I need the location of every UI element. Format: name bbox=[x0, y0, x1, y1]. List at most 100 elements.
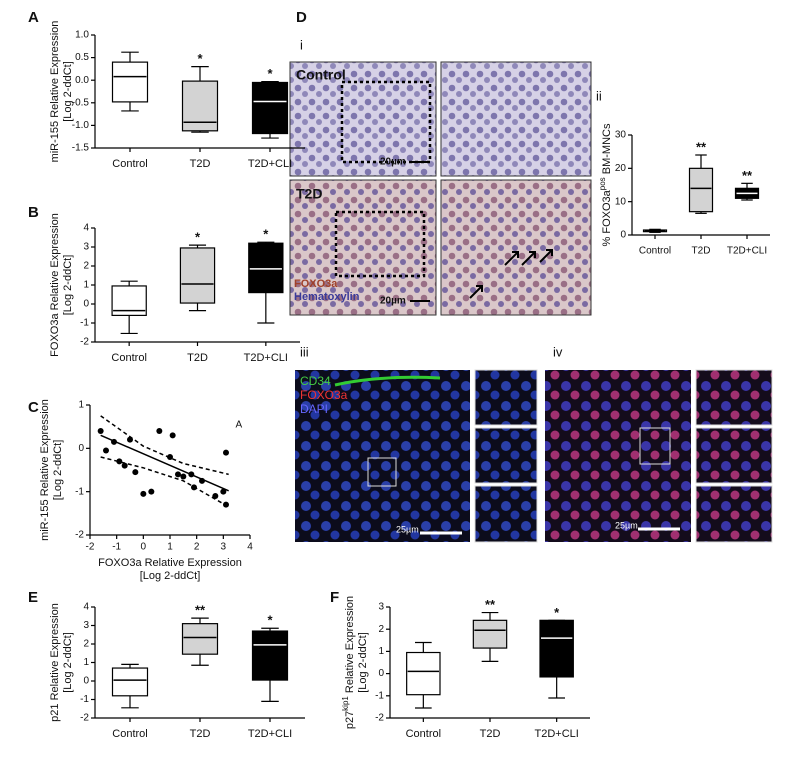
zoom-box bbox=[639, 427, 671, 465]
y-tick-label: 1 bbox=[78, 400, 84, 411]
zoom-box bbox=[340, 80, 432, 164]
axis-label: p27kip1 Relative Expression bbox=[341, 596, 356, 729]
panel-label: E bbox=[28, 589, 38, 606]
annotation: A bbox=[235, 420, 242, 431]
point bbox=[97, 428, 104, 434]
y-tick-label: 0 bbox=[83, 299, 89, 310]
point bbox=[111, 438, 117, 445]
point bbox=[148, 488, 155, 495]
image bbox=[289, 179, 437, 316]
panel-label: C bbox=[28, 399, 39, 416]
axis-label: FOXO3a Relative Expression bbox=[49, 213, 61, 357]
y-tick-label: 0.5 bbox=[75, 52, 89, 63]
significance: * bbox=[263, 227, 269, 242]
stain-label: DAPI bbox=[300, 402, 328, 416]
x-tick-label: 3 bbox=[221, 542, 227, 553]
stain bbox=[334, 375, 441, 387]
y-tick-label: 3 bbox=[83, 620, 89, 631]
y-tick-label: -1 bbox=[80, 318, 89, 329]
y-tick-label: -2 bbox=[80, 713, 89, 724]
point bbox=[223, 449, 229, 456]
sub-label: iv bbox=[553, 344, 563, 359]
axis-label-part: BM-MNCs bbox=[601, 123, 613, 177]
regression-line bbox=[100, 434, 229, 492]
y-tick-label: 1.0 bbox=[75, 30, 89, 41]
x-tick-label: T2D bbox=[692, 246, 711, 257]
y-tick-label: 1 bbox=[83, 280, 89, 291]
axis-label: [Log 2-ddCt] bbox=[62, 632, 74, 693]
panel-label: ii bbox=[596, 88, 602, 103]
x-tick-label: 1 bbox=[167, 542, 173, 553]
image bbox=[474, 427, 538, 484]
box bbox=[539, 619, 574, 678]
axis-label: FOXO3a Relative Expression bbox=[98, 557, 242, 569]
significance: * bbox=[197, 51, 203, 66]
image bbox=[474, 485, 538, 543]
axis-label-part: [Log 2-ddCt] bbox=[62, 632, 74, 693]
y-tick-label: 3 bbox=[378, 602, 384, 613]
point bbox=[156, 428, 163, 434]
y-tick-label: 0 bbox=[378, 668, 384, 679]
image-label: T2D bbox=[296, 186, 322, 202]
box bbox=[111, 667, 149, 697]
axis-label-part: p27 bbox=[344, 711, 356, 729]
x-tick-label: Control bbox=[111, 352, 146, 364]
axis-label-part: % FOXO3a bbox=[601, 189, 613, 246]
significance: * bbox=[195, 230, 201, 245]
image bbox=[695, 369, 773, 426]
x-tick-label: T2D+CLI bbox=[535, 728, 579, 740]
significance: ** bbox=[696, 139, 707, 154]
x-tick-label: T2D+CLI bbox=[248, 728, 292, 740]
box bbox=[181, 80, 219, 132]
y-tick-label: 20 bbox=[615, 163, 627, 174]
x-tick-label: T2D bbox=[187, 352, 208, 364]
point bbox=[127, 436, 133, 443]
y-tick-label: 0.0 bbox=[75, 75, 89, 86]
axis-label: [Log 2-ddCt] bbox=[357, 632, 369, 693]
point bbox=[140, 490, 147, 497]
significance: ** bbox=[485, 597, 496, 612]
point bbox=[167, 454, 173, 460]
axis-label-part: p21 Relative Expression bbox=[49, 603, 61, 722]
scale-label: 25µm bbox=[396, 524, 419, 534]
image bbox=[695, 485, 773, 543]
box bbox=[251, 630, 289, 681]
point bbox=[220, 488, 227, 495]
point bbox=[121, 462, 128, 469]
y-tick-label: -1 bbox=[80, 694, 89, 705]
axis-label: [Log 2-ddCt] bbox=[62, 61, 74, 122]
axis-label-part: kip1 bbox=[341, 696, 350, 711]
x-tick-label: 0 bbox=[141, 542, 147, 553]
image bbox=[440, 179, 592, 316]
x-tick-label: T2D+CLI bbox=[244, 352, 288, 364]
y-tick-label: 30 bbox=[615, 130, 627, 141]
box bbox=[688, 167, 714, 213]
point bbox=[191, 484, 197, 491]
y-tick-label: -2 bbox=[80, 337, 89, 348]
confidence-band bbox=[100, 415, 229, 476]
axis-label: miR-155 Relative Expression bbox=[49, 21, 61, 163]
axis-label-part: [Log 2-ddCt] bbox=[357, 632, 369, 693]
panel-label: A bbox=[28, 9, 39, 26]
point bbox=[188, 471, 195, 478]
point bbox=[169, 432, 176, 439]
y-tick-label: 3 bbox=[83, 242, 89, 253]
stain-label: Hematoxylin bbox=[294, 291, 360, 303]
sub-label: iii bbox=[300, 344, 309, 359]
arrows bbox=[469, 249, 553, 299]
x-tick-label: -2 bbox=[86, 542, 95, 553]
box bbox=[181, 623, 219, 655]
box bbox=[248, 242, 284, 294]
x-tick-label: Control bbox=[639, 246, 671, 257]
point bbox=[180, 473, 187, 480]
scale-label: 20µm bbox=[380, 296, 406, 307]
y-tick-label: 1 bbox=[83, 657, 89, 668]
y-tick-label: 10 bbox=[615, 196, 627, 207]
axis-label-part: FOXO3a Relative Expression bbox=[98, 557, 242, 569]
y-tick-label: 2 bbox=[83, 639, 89, 650]
x-tick-label: T2D bbox=[190, 158, 211, 170]
point bbox=[199, 477, 205, 484]
y-tick-label: 4 bbox=[83, 223, 89, 234]
point bbox=[103, 447, 109, 454]
box bbox=[179, 247, 216, 304]
